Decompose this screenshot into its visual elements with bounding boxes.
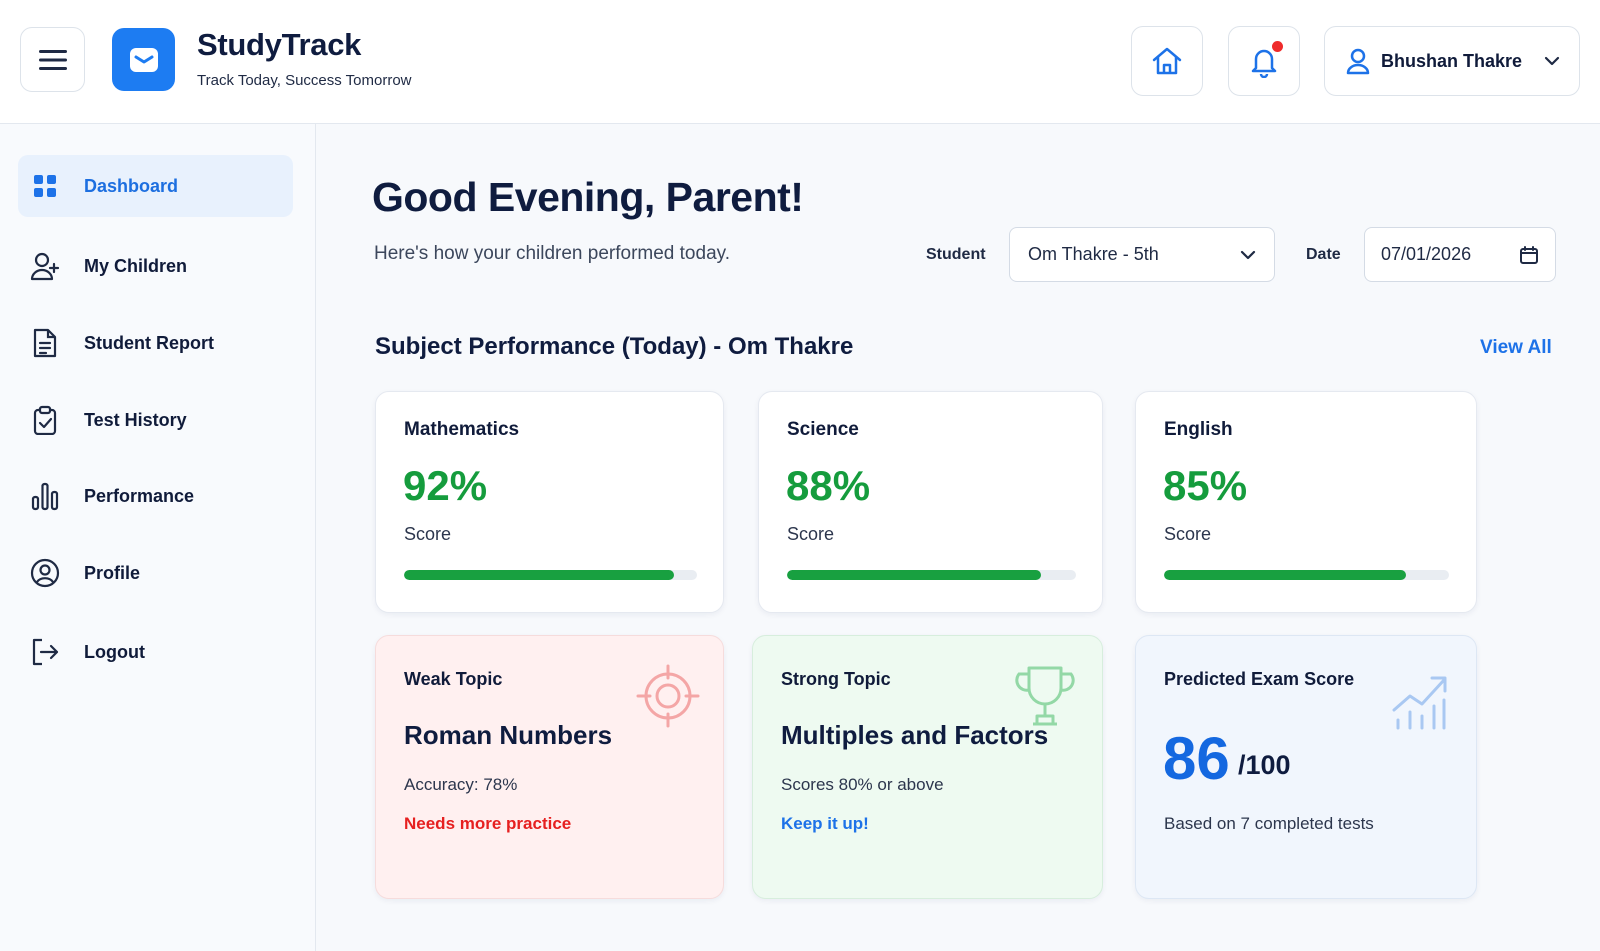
student-select[interactable]: Om Thakre - 5th: [1009, 227, 1275, 282]
page-title: Good Evening, Parent!: [372, 174, 804, 220]
date-input-value: 07/01/2026: [1381, 244, 1472, 264]
subject-card-science[interactable]: Science 88% Score: [758, 391, 1103, 613]
date-filter-label: Date: [1306, 246, 1341, 263]
sidebar-item-label: Profile: [84, 562, 141, 583]
weak-topic-accuracy: Accuracy: 78%: [404, 775, 518, 794]
logout-icon: [30, 637, 60, 667]
subject-name: English: [1164, 419, 1233, 440]
progress-bar-fill: [1164, 570, 1407, 580]
progress-bar: [787, 570, 1076, 580]
subject-score-label: Score: [404, 524, 452, 544]
subject-name: Science: [787, 419, 859, 440]
subject-score: 85%: [1163, 462, 1248, 509]
trophy-icon: [1015, 666, 1075, 726]
predicted-score-title: Predicted Exam Score: [1164, 669, 1355, 689]
page-subtitle: Here's how your children performed today…: [374, 243, 730, 264]
bell-icon: [1251, 49, 1277, 78]
student-filter-label: Student: [926, 246, 986, 263]
user-icon: [1346, 48, 1370, 75]
app-logo: [112, 28, 175, 91]
subject-score: 92%: [403, 462, 488, 509]
progress-bar-fill: [787, 570, 1042, 580]
book-open-icon: [129, 47, 158, 72]
user-plus-icon: [30, 251, 60, 281]
bar-chart-icon: [30, 481, 60, 511]
sidebar-item-performance[interactable]: Performance: [18, 465, 293, 527]
calendar-icon: [1520, 245, 1538, 264]
document-icon: [30, 328, 60, 358]
top-header: StudyTrack Track Today, Success Tomorrow…: [0, 0, 1600, 124]
progress-bar-fill: [404, 570, 674, 580]
predicted-score-max: /100: [1238, 750, 1291, 780]
view-all-link[interactable]: View All: [1480, 337, 1552, 358]
date-input[interactable]: 07/01/2026: [1364, 227, 1556, 282]
notifications-button[interactable]: [1228, 26, 1300, 96]
sidebar-item-dashboard[interactable]: Dashboard: [18, 155, 293, 217]
sidebar-item-logout[interactable]: Logout: [18, 621, 293, 683]
sidebar-item-test-history[interactable]: Test History: [18, 389, 293, 451]
sidebar-item-label: Test History: [84, 409, 187, 430]
clipboard-check-icon: [30, 405, 60, 435]
subject-score-label: Score: [787, 524, 835, 544]
home-icon: [1152, 47, 1182, 75]
sidebar-item-my-children[interactable]: My Children: [18, 235, 293, 297]
strong-topic-card[interactable]: Strong Topic Multiples and Factors Score…: [752, 635, 1103, 899]
predicted-score-card[interactable]: Predicted Exam Score 86 /100 Based on 7 …: [1135, 635, 1477, 899]
target-icon: [636, 664, 700, 728]
strong-topic-action: Keep it up!: [781, 814, 869, 833]
strong-topic-detail: Scores 80% or above: [781, 775, 944, 794]
grid-icon: [30, 171, 60, 201]
predicted-score-value: 86: [1163, 725, 1230, 792]
sidebar-item-label: My Children: [84, 255, 188, 276]
weak-topic-action: Needs more practice: [404, 814, 572, 833]
progress-bar: [1164, 570, 1449, 580]
strong-topic-name: Multiples and Factors: [781, 720, 1049, 750]
section-title: Subject Performance (Today) - Om Thakre: [375, 333, 854, 360]
sidebar: Dashboard My Children Student Report Tes…: [0, 124, 316, 951]
home-button[interactable]: [1131, 26, 1203, 96]
hamburger-icon: [38, 49, 67, 70]
sidebar-item-student-report[interactable]: Student Report: [18, 312, 293, 374]
sidebar-item-profile[interactable]: Profile: [18, 542, 293, 604]
trend-chart-icon: [1392, 676, 1447, 730]
subject-card-mathematics[interactable]: Mathematics 92% Score: [375, 391, 724, 613]
menu-button[interactable]: [20, 27, 85, 92]
subject-name: Mathematics: [404, 419, 520, 440]
user-menu-button[interactable]: Bhushan Thakre: [1324, 26, 1580, 96]
progress-bar: [404, 570, 697, 580]
subject-score-label: Score: [1164, 524, 1212, 544]
sidebar-item-label: Logout: [84, 641, 145, 662]
subject-score: 88%: [786, 462, 871, 509]
app-subtitle: Track Today, Success Tomorrow: [197, 72, 412, 89]
chevron-down-icon: [1240, 250, 1256, 259]
sidebar-item-label: Dashboard: [84, 175, 179, 196]
user-name: Bhushan Thakre: [1381, 50, 1523, 71]
student-select-value: Om Thakre - 5th: [1028, 244, 1159, 264]
subject-card-english[interactable]: English 85% Score: [1135, 391, 1477, 613]
chevron-down-icon: [1544, 56, 1560, 66]
weak-topic-title: Weak Topic: [404, 669, 503, 689]
sidebar-item-label: Performance: [84, 485, 195, 506]
strong-topic-title: Strong Topic: [781, 669, 891, 689]
weak-topic-name: Roman Numbers: [404, 720, 613, 750]
notification-dot: [1272, 41, 1283, 52]
predicted-score-detail: Based on 7 completed tests: [1164, 814, 1374, 833]
sidebar-item-label: Student Report: [84, 332, 214, 353]
weak-topic-card[interactable]: Weak Topic Roman Numbers Accuracy: 78% N…: [375, 635, 724, 899]
app-title: StudyTrack: [197, 27, 362, 62]
user-circle-icon: [30, 558, 60, 588]
